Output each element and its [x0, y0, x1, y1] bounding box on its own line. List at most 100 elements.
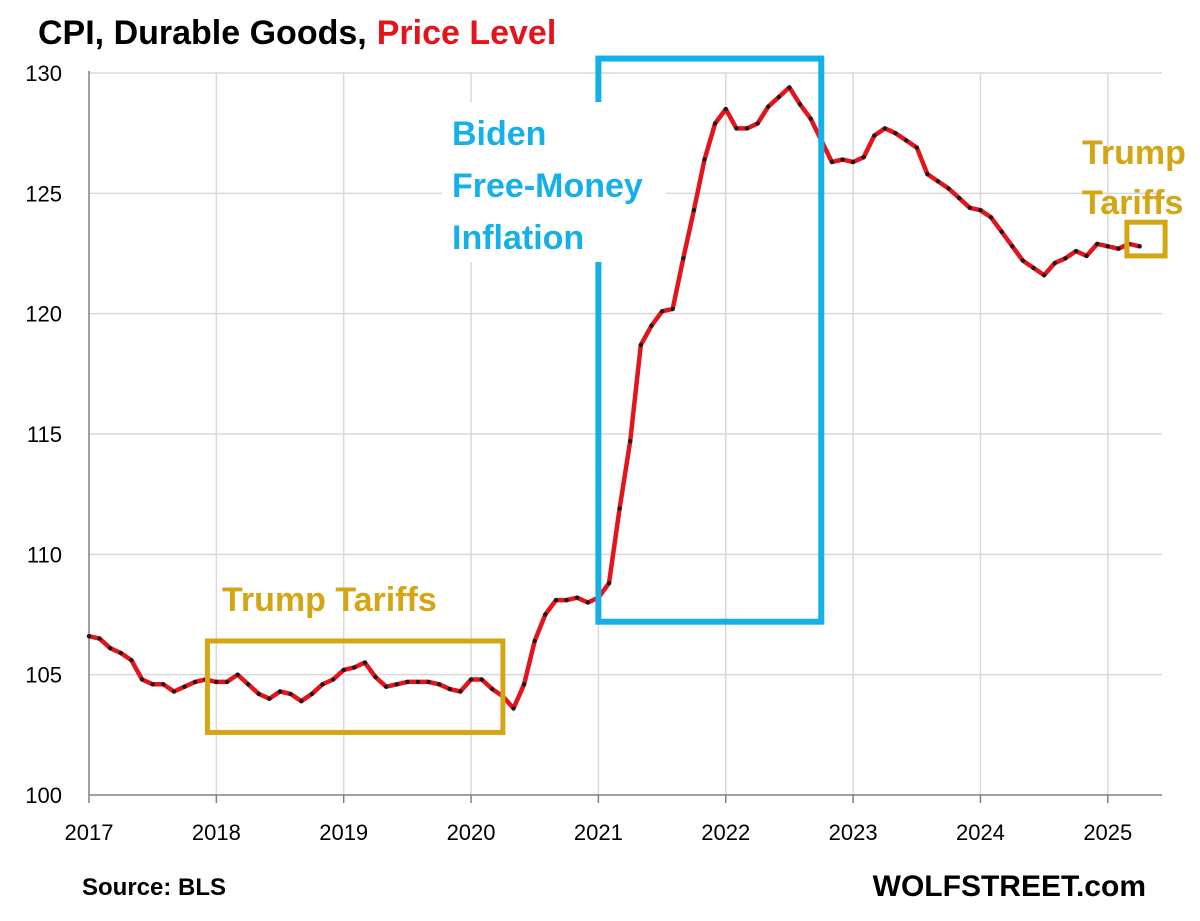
- x-tick-label-2017: 2017: [65, 820, 114, 845]
- data-point-8: [171, 689, 177, 694]
- x-tick-label-2024: 2024: [956, 820, 1005, 845]
- data-point-89: [1031, 265, 1036, 271]
- data-point-28: [383, 684, 389, 689]
- x-tick-label-2025: 2025: [1083, 820, 1132, 845]
- data-point-49: [606, 581, 612, 586]
- data-point-16: [256, 691, 261, 697]
- data-point-30: [405, 679, 410, 685]
- data-point-88: [1020, 258, 1026, 263]
- data-point-41: [521, 682, 527, 687]
- data-point-57: [691, 208, 697, 213]
- data-point-0: [86, 634, 92, 639]
- data-point-47: [585, 600, 590, 605]
- data-point-67: [797, 102, 803, 107]
- data-point-72: [850, 159, 856, 165]
- data-point-19: [288, 691, 293, 697]
- data-point-92: [1063, 256, 1068, 261]
- data-point-34: [447, 686, 452, 692]
- data-point-68: [808, 116, 813, 121]
- data-point-5: [139, 677, 145, 682]
- data-point-60: [723, 106, 728, 112]
- data-point-21: [309, 691, 315, 697]
- trump-label-line2: Tariffs: [1082, 184, 1183, 222]
- data-point-63: [755, 121, 760, 126]
- data-point-62: [744, 126, 750, 131]
- trump-tariffs-box-2018: [204, 638, 506, 735]
- data-point-31: [415, 679, 421, 685]
- biden-label-line2: Free-Money: [452, 167, 643, 205]
- data-point-82: [957, 195, 962, 201]
- data-point-81: [946, 186, 951, 191]
- y-tick-labels: 100 105 110 115 120 125 130: [25, 61, 62, 808]
- data-point-1: [97, 636, 102, 641]
- data-point-52: [638, 342, 643, 348]
- data-point-23: [330, 677, 336, 682]
- data-point-46: [575, 595, 580, 600]
- series-cpi-durable-goods: [86, 85, 1142, 711]
- x-tick-label-2018: 2018: [192, 820, 241, 845]
- data-point-32: [426, 679, 431, 685]
- data-point-51: [628, 439, 633, 444]
- biden-label-line1: Biden: [452, 115, 546, 153]
- x-tick-label-2021: 2021: [574, 820, 623, 845]
- data-point-25: [352, 665, 357, 670]
- y-tick-label-130: 130: [25, 61, 62, 86]
- biden-label-line3: Inflation: [452, 219, 584, 257]
- data-point-15: [246, 682, 251, 687]
- data-point-87: [1010, 244, 1015, 249]
- x-tick-label-2023: 2023: [829, 820, 878, 845]
- data-point-42: [532, 638, 537, 644]
- data-point-58: [702, 157, 707, 162]
- data-point-59: [712, 121, 718, 126]
- data-point-33: [437, 682, 442, 687]
- data-point-2: [108, 646, 113, 651]
- biden-box: [595, 55, 825, 625]
- chart-title: CPI, Durable Goods, Price Level: [38, 14, 556, 52]
- data-point-35: [458, 689, 463, 694]
- y-tick-label-100: 100: [25, 783, 62, 808]
- data-point-18: [277, 689, 283, 694]
- data-point-4: [129, 658, 134, 663]
- data-point-78: [914, 145, 919, 150]
- data-point-80: [935, 179, 941, 184]
- data-point-44: [553, 597, 559, 603]
- data-point-3: [118, 650, 124, 656]
- brand-label: WOLFSTREET.com: [873, 870, 1146, 903]
- data-point-75: [882, 126, 888, 131]
- data-point-27: [373, 674, 378, 680]
- data-point-97: [1116, 246, 1121, 251]
- data-point-26: [362, 660, 368, 665]
- data-point-37: [479, 677, 484, 682]
- data-point-38: [490, 686, 495, 692]
- data-point-55: [670, 306, 675, 312]
- data-point-6: [150, 682, 155, 687]
- data-point-94: [1084, 253, 1089, 259]
- y-tick-label-115: 115: [27, 422, 62, 447]
- axes: [88, 71, 1162, 803]
- data-point-43: [543, 612, 548, 617]
- data-point-95: [1095, 241, 1100, 247]
- data-point-90: [1041, 273, 1047, 278]
- data-point-54: [659, 309, 665, 314]
- data-point-24: [341, 667, 346, 673]
- source-label: Source: BLS: [82, 874, 226, 901]
- trump-tariffs-label-2025: Trump Tariffs: [1082, 134, 1195, 222]
- x-tick-label-2019: 2019: [319, 820, 368, 845]
- data-point-22: [320, 682, 325, 687]
- data-point-50: [617, 506, 622, 511]
- x-tick-label-2020: 2020: [447, 820, 496, 845]
- data-point-17: [267, 696, 272, 701]
- annotation-boxes: [204, 55, 1168, 735]
- data-point-65: [776, 94, 781, 100]
- data-point-13: [224, 679, 230, 685]
- data-point-83: [967, 205, 972, 210]
- data-point-12: [214, 679, 219, 685]
- data-point-40: [511, 706, 516, 711]
- x-tick-labels: 2017 2018 2019 2020 2021 2022 2023 2024 2025: [65, 820, 1133, 845]
- data-point-76: [893, 131, 898, 136]
- data-point-84: [978, 208, 983, 213]
- data-point-85: [988, 215, 994, 220]
- y-tick-label-105: 105: [25, 663, 62, 688]
- trump-label-line1: Trump: [1082, 134, 1186, 172]
- data-point-70: [829, 159, 835, 165]
